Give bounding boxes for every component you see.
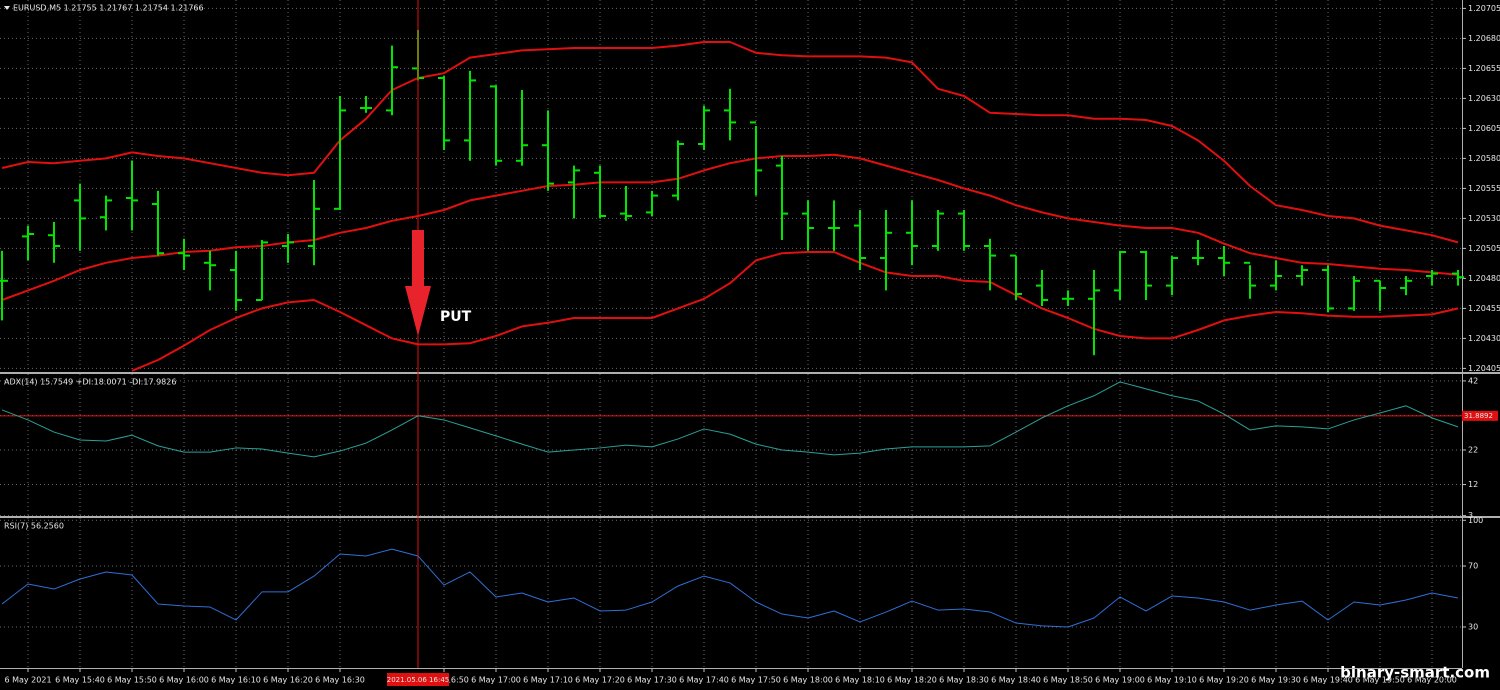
x-tick-label: 6 May 16:00 xyxy=(159,676,209,685)
y-tick-label: 1.20680 xyxy=(1468,34,1500,43)
y-tick-label: 3 xyxy=(1468,511,1473,520)
x-tick-label: 6 May 19:40 xyxy=(1303,676,1353,685)
x-tick-label: 6 May 16:20 xyxy=(263,676,313,685)
y-tick-label: 1.20580 xyxy=(1468,154,1500,163)
x-tick-label: 6 May 18:40 xyxy=(991,676,1041,685)
x-tick-label: 6 May 20:00 xyxy=(1407,676,1457,685)
y-tick-label: 1.20455 xyxy=(1468,304,1500,313)
x-tick-label: 6 May 19:50 xyxy=(1355,676,1405,685)
level-label: 31.8892 xyxy=(1464,412,1493,420)
x-tick-label: 6 May 17:20 xyxy=(575,676,625,685)
y-tick-label: 1.20530 xyxy=(1468,214,1500,223)
panel-title: EURUSD,M5 1.21755 1.21767 1.21754 1.2176… xyxy=(13,4,204,13)
x-tick-label: 6 May 17:10 xyxy=(523,676,573,685)
x-tick-label: 6 May 18:30 xyxy=(939,676,989,685)
x-tick-label: 6 May 15:50 xyxy=(107,676,157,685)
x-tick-label: 6 May 18:10 xyxy=(835,676,885,685)
y-tick-label: 12 xyxy=(1468,480,1478,489)
x-tick-label: 6 May 15:40 xyxy=(55,676,105,685)
x-tick-label: 6 May 19:10 xyxy=(1147,676,1197,685)
panel-title: RSI(7) 56.2560 xyxy=(4,522,64,531)
signal-arrow-head xyxy=(405,286,431,336)
y-tick-label: 1.20430 xyxy=(1468,334,1500,343)
x-tick-label: 6 May 2021 xyxy=(4,676,51,685)
indicator-line xyxy=(1,381,1459,458)
y-tick-label: 30 xyxy=(1468,622,1478,631)
x-tick-label: 6 May 18:50 xyxy=(1043,676,1093,685)
x-tick-label: 6 May 17:40 xyxy=(679,676,729,685)
y-tick-label: 1.20555 xyxy=(1468,184,1500,193)
x-tick-label: 6 May 18:00 xyxy=(783,676,833,685)
watermark: binary-smart.com xyxy=(1340,664,1490,682)
x-tick-label: 6 May 17:30 xyxy=(627,676,677,685)
y-tick-label: 70 xyxy=(1468,562,1478,571)
x-tick-label: 6 May 17:50 xyxy=(731,676,781,685)
y-tick-label: 1.20505 xyxy=(1468,244,1500,253)
x-tick-label: 6 May 16:10 xyxy=(211,676,261,685)
x-tick-label: 6 May 17:00 xyxy=(471,676,521,685)
y-tick-label: 100 xyxy=(1468,516,1483,525)
indicator-line xyxy=(131,251,1459,372)
y-tick-label: 42 xyxy=(1468,376,1478,385)
crosshair-time: 2021.05.06 16:45 xyxy=(387,676,449,684)
y-tick-label: 1.20705 xyxy=(1468,4,1500,13)
symbol-menu-icon[interactable] xyxy=(4,6,10,10)
level-tag xyxy=(1462,410,1498,421)
panel-title: ADX(14) 15.7549 +DI:18.0071 -DI:17.9826 xyxy=(4,378,176,387)
y-tick-label: 1.20480 xyxy=(1468,274,1500,283)
x-tick-label: 6 May 19:30 xyxy=(1251,676,1301,685)
annotation: PUT xyxy=(440,309,472,325)
y-tick-label: 22 xyxy=(1468,446,1478,455)
x-tick-label: 6 May 18:20 xyxy=(887,676,937,685)
y-tick-label: 1.20405 xyxy=(1468,364,1500,373)
x-tick-label: 6 May 16:30 xyxy=(315,676,365,685)
y-tick-label: 1.20605 xyxy=(1468,124,1500,133)
indicator-line xyxy=(1,548,1459,628)
x-tick-label: 6 May 19:00 xyxy=(1095,676,1145,685)
indicator-line xyxy=(1,153,1459,301)
signal-arrow-shaft xyxy=(412,230,424,288)
y-tick-label: 1.20655 xyxy=(1468,64,1500,73)
crosshair-time-tag xyxy=(387,673,449,686)
x-tick-label: 6 May 19:20 xyxy=(1199,676,1249,685)
indicator-line xyxy=(1,41,1459,244)
y-tick-label: 1.20630 xyxy=(1468,94,1500,103)
